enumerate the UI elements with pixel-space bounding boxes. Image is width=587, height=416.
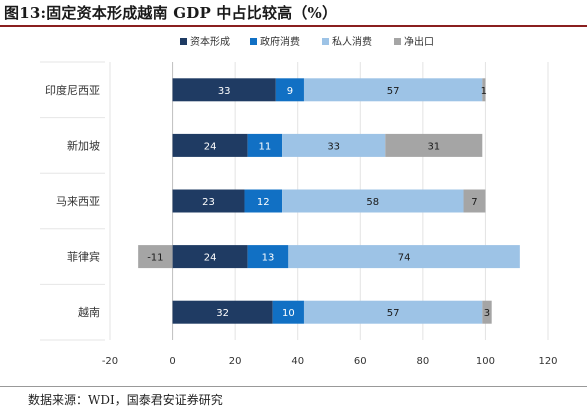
title-divider (0, 25, 587, 27)
legend-swatch (180, 38, 187, 45)
data-label: 23 (202, 197, 215, 208)
x-tick-label: 80 (416, 356, 429, 367)
data-label: 10 (282, 308, 295, 319)
data-label: 13 (262, 253, 275, 264)
bar-segment (303, 300, 483, 324)
bar-segment (282, 189, 464, 213)
x-tick-label: 0 (169, 356, 175, 367)
data-label: 74 (398, 253, 411, 264)
data-label: 33 (218, 86, 231, 97)
bar-segment (138, 245, 173, 269)
bar-segment (275, 78, 304, 102)
figure-title: 图13:固定资本形成越南 GDP 中占比较高（%） (4, 4, 338, 22)
data-labels: 33 9 57 1 24 11 33 31 23 12 58 7 24 13 74 -11 32 10 57 3 (147, 86, 490, 319)
category-label: 新加坡 (67, 138, 100, 152)
bar-segment (303, 78, 483, 102)
data-label: 7 (471, 197, 477, 208)
x-tick-label: 120 (538, 356, 557, 367)
x-axis-ticks: -20 0 20 40 60 80 100 120 (102, 356, 558, 367)
data-label: 24 (204, 253, 217, 264)
legend-swatch (322, 38, 329, 45)
bar-segment (482, 300, 492, 324)
category-label: 印度尼西亚 (45, 83, 100, 97)
category-label: 马来西亚 (56, 195, 100, 208)
legend-label: 资本形成 (190, 35, 230, 48)
data-label: 33 (327, 141, 340, 152)
bars (138, 78, 520, 324)
source-note: 数据来源：WDI，国泰君安证券研究 (28, 393, 223, 407)
bar-segment (172, 300, 273, 324)
bar-segment (247, 245, 289, 269)
bar-segment (172, 189, 245, 213)
data-label: 24 (204, 141, 217, 152)
x-tick-label: 40 (291, 356, 304, 367)
data-label: 1 (481, 86, 487, 97)
data-label: 57 (387, 308, 400, 319)
x-tick-label: -20 (102, 356, 118, 367)
x-tick-label: 20 (229, 356, 242, 367)
data-label: 57 (387, 86, 400, 97)
bar-segment (288, 245, 520, 269)
bar-segment (272, 300, 304, 324)
bar-segment (482, 78, 486, 102)
data-label: 11 (258, 141, 271, 152)
legend-swatch (250, 38, 257, 45)
category-label: 菲律宾 (67, 250, 100, 264)
bar-segment (172, 245, 248, 269)
legend-label: 私人消费 (332, 35, 372, 48)
data-label: 32 (216, 308, 229, 319)
legend-label: 政府消费 (260, 35, 300, 48)
bar-segment (247, 133, 283, 157)
source-divider (0, 386, 587, 387)
data-label: -11 (147, 253, 163, 264)
bar-segment (282, 133, 386, 157)
data-label: 58 (366, 197, 379, 208)
bar-segment (172, 78, 276, 102)
bar-segment (463, 189, 486, 213)
legend-swatch (394, 38, 401, 45)
bar-segment (244, 189, 283, 213)
chart-legend: 资本形成 政府消费 私人消费 净出口 (180, 35, 434, 48)
data-label: 31 (427, 141, 440, 152)
stacked-bar-chart: 资本形成 政府消费 私人消费 净出口 33 9 57 1 24 11 33 31 23 12 58 7 24 1… (40, 35, 558, 367)
data-label: 3 (484, 308, 490, 319)
x-tick-label: 60 (354, 356, 367, 367)
data-label: 9 (287, 86, 293, 97)
bar-segment (385, 133, 483, 157)
x-tick-label: 100 (476, 356, 495, 367)
category-label: 越南 (78, 305, 100, 319)
bar-segment (172, 133, 248, 157)
data-label: 12 (257, 197, 270, 208)
legend-label: 净出口 (404, 35, 434, 48)
